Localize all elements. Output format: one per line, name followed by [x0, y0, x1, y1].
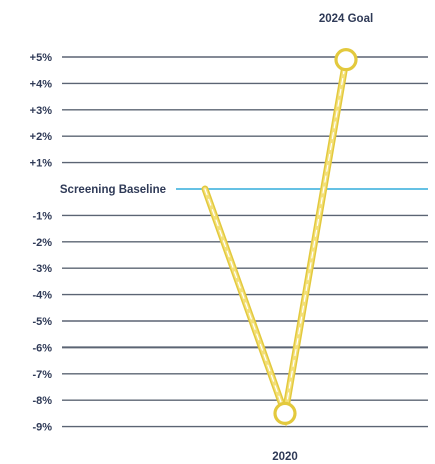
x-label-2020: 2020 — [272, 451, 298, 463]
series-line — [201, 56, 350, 428]
y-tick-label: -1% — [32, 210, 52, 222]
baseline-group: Screening Baseline — [60, 184, 428, 196]
y-tick-label: -6% — [32, 342, 52, 354]
y-tick-label: -8% — [32, 395, 52, 407]
data-point-marker — [334, 48, 358, 72]
y-tick-label: -7% — [32, 369, 52, 381]
gridlines — [62, 56, 428, 428]
y-tick-label: +5% — [30, 52, 53, 64]
baseline-label: Screening Baseline — [60, 184, 166, 196]
series-line-fill — [203, 57, 348, 422]
y-tick-label: -9% — [32, 422, 52, 434]
y-tick-label: -5% — [32, 316, 52, 328]
y-tick-label: +4% — [30, 78, 53, 90]
y-tick-label: +3% — [30, 105, 53, 117]
y-tick-label: -3% — [32, 263, 52, 275]
data-point-marker — [273, 401, 297, 425]
annotations: 2020 2024 Goal — [272, 13, 373, 463]
y-axis-ticks: +5% +4% +3% +2% +1% -1% -2% -3% -4% -5% -6% -7% -8% -… — [30, 52, 53, 434]
goal-label: 2024 Goal — [319, 13, 373, 25]
y-tick-label: +1% — [30, 158, 53, 170]
series-line-outline — [201, 56, 350, 428]
y-tick-label: +2% — [30, 131, 53, 143]
y-tick-label: -4% — [32, 290, 52, 302]
series-line-dash — [204, 59, 347, 416]
y-tick-label: -2% — [32, 237, 52, 249]
data-points — [273, 48, 358, 425]
